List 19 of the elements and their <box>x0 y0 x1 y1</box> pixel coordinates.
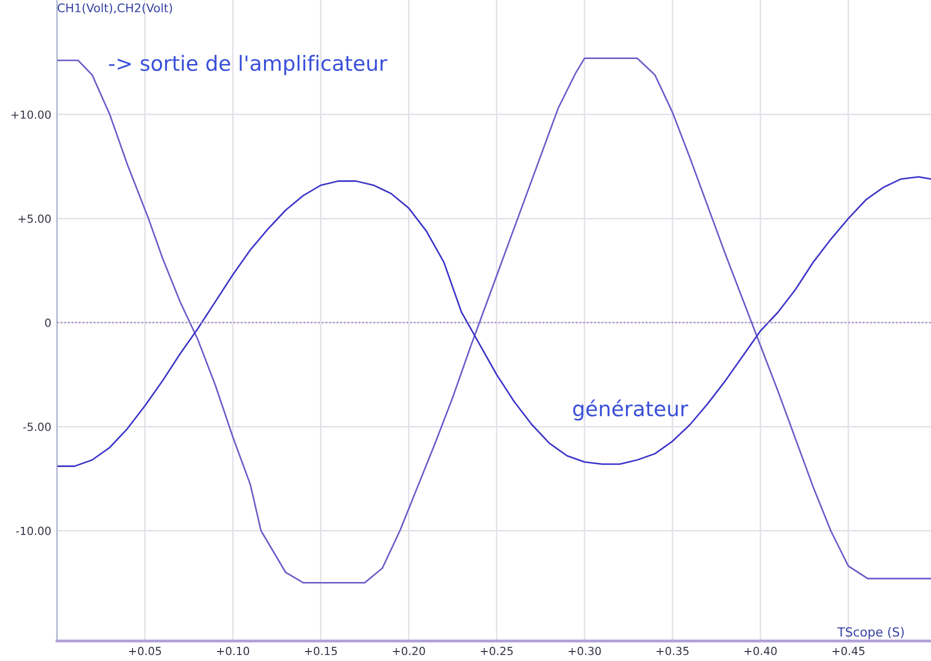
y-tick-label: 0 <box>45 318 51 327</box>
y-tick-label: +10.00 <box>12 110 51 119</box>
y-tick-label: +5.00 <box>18 214 51 223</box>
y-tick-label: -5.00 <box>23 422 51 432</box>
x-tick-label: +0.25 <box>480 646 513 656</box>
x-tick-label: +0.45 <box>832 646 864 656</box>
x-tick-label: +0.20 <box>392 646 425 656</box>
y-tick-label: -10.00 <box>16 526 51 536</box>
x-tick-label: +0.05 <box>129 646 161 656</box>
x-tick-label: +0.35 <box>656 646 689 656</box>
annotation: -> sortie de l'amplificateur <box>109 54 388 76</box>
y-axis-title: CH1(Volt),CH2(Volt) <box>58 3 172 14</box>
x-tick-label: +0.15 <box>304 646 337 656</box>
x-axis-title: TScope (S) <box>837 626 904 640</box>
x-tick-label: +0.40 <box>744 646 777 656</box>
annotation: générateur <box>573 400 688 420</box>
line-series <box>57 176 931 467</box>
x-tick-label: +0.30 <box>568 646 601 656</box>
x-tick-label: +0.10 <box>217 646 250 656</box>
